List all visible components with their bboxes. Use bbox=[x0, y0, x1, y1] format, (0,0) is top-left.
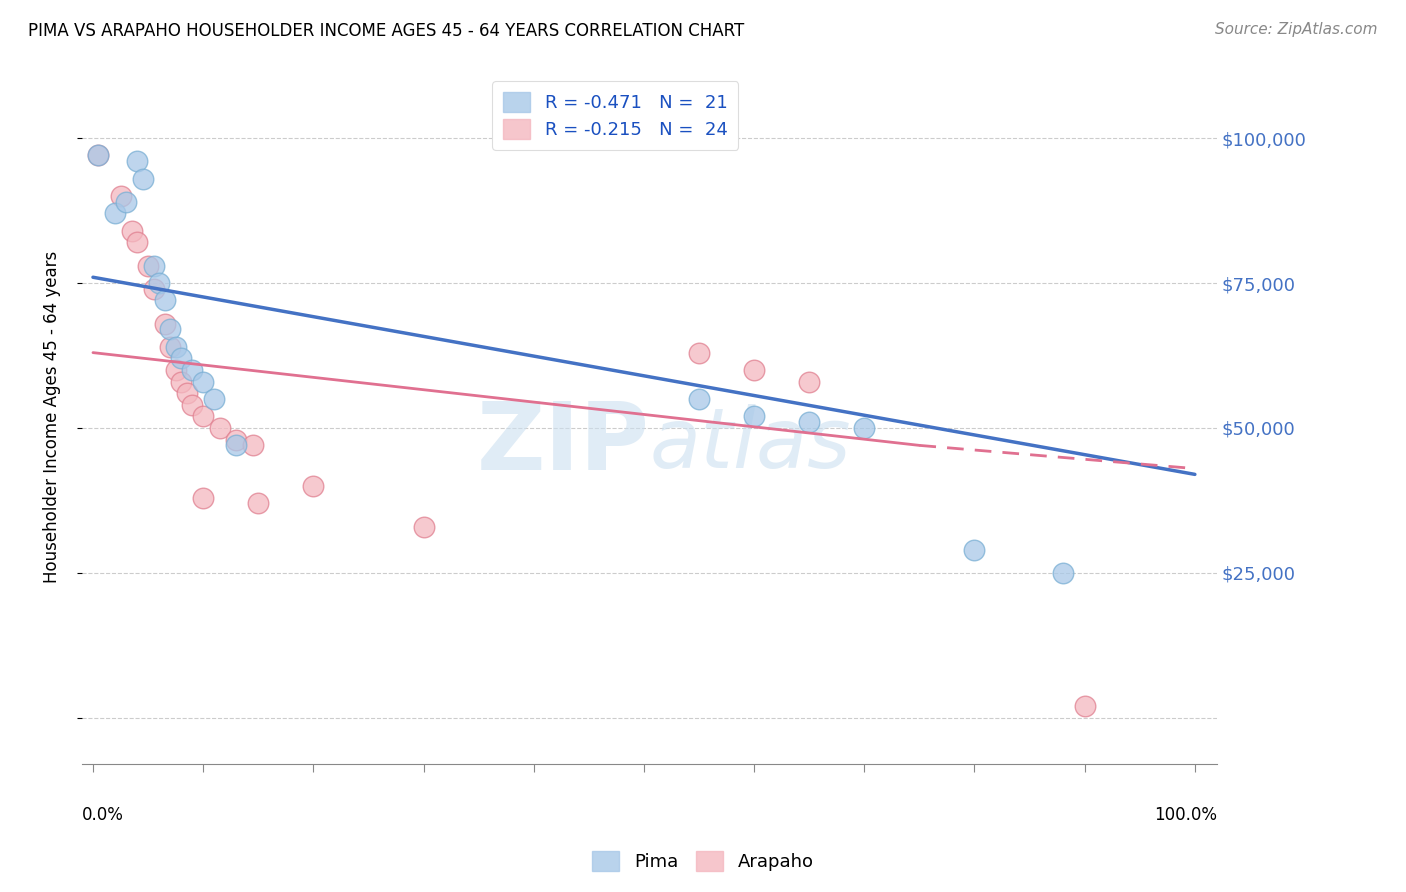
Text: Source: ZipAtlas.com: Source: ZipAtlas.com bbox=[1215, 22, 1378, 37]
Point bbox=[104, 206, 127, 220]
Point bbox=[131, 171, 153, 186]
Point bbox=[963, 542, 986, 557]
Point bbox=[153, 317, 176, 331]
Point bbox=[121, 224, 143, 238]
Point bbox=[853, 421, 876, 435]
Point bbox=[165, 363, 187, 377]
Point bbox=[799, 415, 821, 429]
Point bbox=[148, 276, 170, 290]
Point bbox=[159, 322, 181, 336]
Point bbox=[688, 345, 710, 359]
Point bbox=[242, 438, 264, 452]
Point bbox=[742, 409, 765, 424]
Point bbox=[125, 154, 148, 169]
Point bbox=[742, 363, 765, 377]
Text: ZIP: ZIP bbox=[477, 398, 650, 491]
Point bbox=[191, 375, 214, 389]
Point bbox=[165, 340, 187, 354]
Legend: Pima, Arapaho: Pima, Arapaho bbox=[585, 844, 821, 879]
Point bbox=[142, 282, 165, 296]
Legend: R = -0.471   N =  21, R = -0.215   N =  24: R = -0.471 N = 21, R = -0.215 N = 24 bbox=[492, 81, 738, 150]
Point bbox=[799, 375, 821, 389]
Point bbox=[142, 259, 165, 273]
Point bbox=[170, 375, 193, 389]
Point bbox=[125, 235, 148, 250]
Point bbox=[688, 392, 710, 406]
Point bbox=[225, 438, 247, 452]
Point bbox=[412, 519, 434, 533]
Point bbox=[153, 293, 176, 308]
Point bbox=[176, 386, 198, 401]
Point bbox=[191, 491, 214, 505]
Y-axis label: Householder Income Ages 45 - 64 years: Householder Income Ages 45 - 64 years bbox=[44, 251, 60, 582]
Point bbox=[110, 189, 132, 203]
Point bbox=[115, 194, 138, 209]
Point bbox=[208, 421, 231, 435]
Text: PIMA VS ARAPAHO HOUSEHOLDER INCOME AGES 45 - 64 YEARS CORRELATION CHART: PIMA VS ARAPAHO HOUSEHOLDER INCOME AGES … bbox=[28, 22, 744, 40]
Point bbox=[181, 363, 204, 377]
Point bbox=[302, 479, 325, 493]
Text: 100.0%: 100.0% bbox=[1154, 806, 1218, 824]
Point bbox=[191, 409, 214, 424]
Point bbox=[1073, 699, 1095, 714]
Point bbox=[225, 433, 247, 447]
Point bbox=[159, 340, 181, 354]
Point bbox=[247, 496, 270, 510]
Point bbox=[87, 148, 110, 162]
Text: atlas: atlas bbox=[650, 404, 851, 484]
Point bbox=[202, 392, 225, 406]
Point bbox=[1052, 566, 1074, 580]
Point bbox=[181, 398, 204, 412]
Point bbox=[170, 351, 193, 366]
Text: 0.0%: 0.0% bbox=[82, 806, 124, 824]
Point bbox=[136, 259, 159, 273]
Point bbox=[87, 148, 110, 162]
